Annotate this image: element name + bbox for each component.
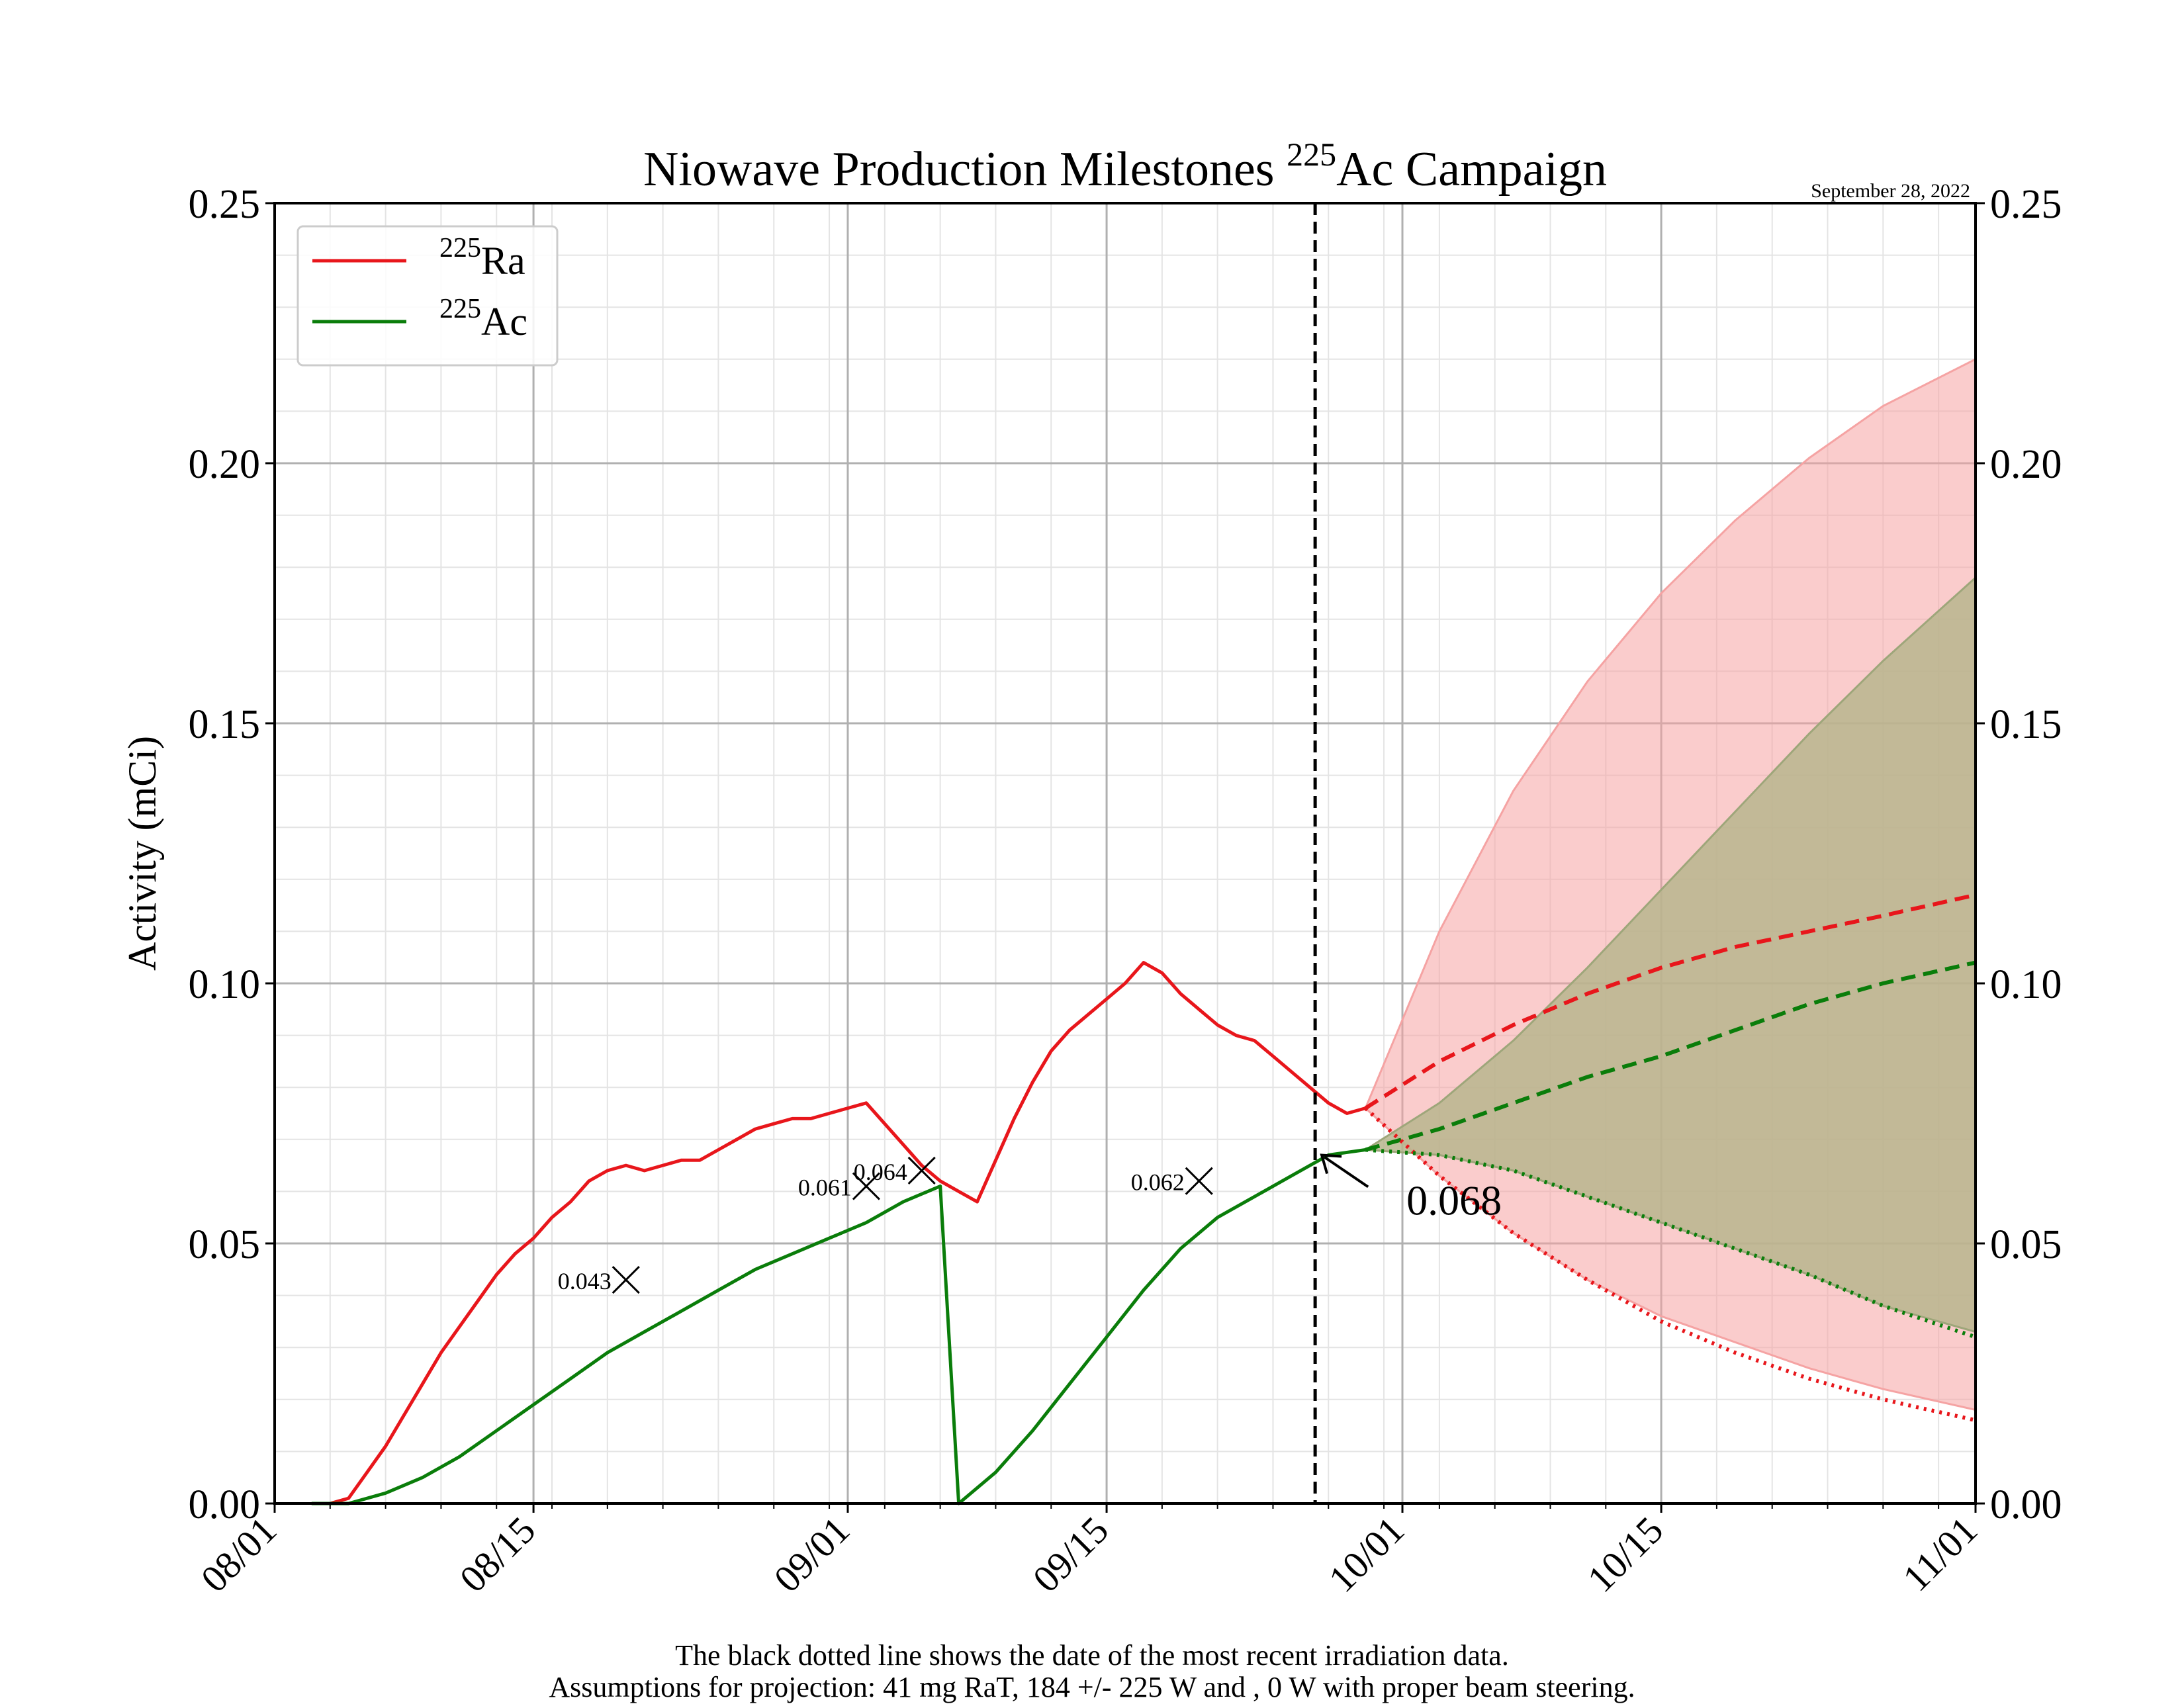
date-stamp: September 28, 2022 xyxy=(1811,180,1970,202)
milestone-marker xyxy=(852,1172,880,1200)
series-line-ra xyxy=(311,961,1366,1505)
milestone-marker xyxy=(1185,1167,1213,1195)
milestone-marker xyxy=(612,1265,640,1294)
y-tick-label-right: 0.25 xyxy=(1990,182,2062,227)
milestone-label: 0.064 xyxy=(854,1159,907,1185)
y-tick-label: 0.10 xyxy=(189,962,261,1007)
ac-projection-central xyxy=(1365,960,1976,1152)
y-tick-label-right: 0.05 xyxy=(1990,1222,2062,1267)
projection-bands xyxy=(1362,357,1977,1412)
legend-entry-ac: 225Ac xyxy=(439,294,527,343)
annotation-label: 0.068 xyxy=(1406,1177,1502,1224)
legend-sup: 225 xyxy=(439,233,481,263)
y-tick-label: 0.25 xyxy=(189,182,261,227)
chart-title: Niowave Production Milestones 225Ac Camp… xyxy=(643,136,1607,197)
y-tick-label: 0.05 xyxy=(189,1222,261,1267)
x-tick-label: 10/15 xyxy=(1579,1508,1671,1600)
series-lines xyxy=(311,203,1976,1505)
x-tick-label: 09/01 xyxy=(766,1508,858,1600)
y-tick-label-right: 0.00 xyxy=(1990,1482,2062,1527)
milestone-label: 0.062 xyxy=(1131,1169,1185,1196)
x-tick-label: 11/01 xyxy=(1894,1508,1985,1599)
y-tick-label: 0.00 xyxy=(189,1482,261,1527)
annotation-arrowhead xyxy=(1320,1153,1342,1175)
milestone-marker xyxy=(907,1156,936,1185)
legend-sup: 225 xyxy=(439,294,481,324)
x-tick-label: 08/15 xyxy=(451,1508,543,1600)
milestone-label: 0.043 xyxy=(558,1268,612,1294)
legend-name: Ac xyxy=(481,300,527,343)
series-line-ac xyxy=(311,1148,1366,1505)
chart-title-sup: 225 xyxy=(1287,136,1336,173)
plot-frame xyxy=(273,202,1977,1505)
y-tick-label: 0.15 xyxy=(189,702,261,747)
caption-line-1: The black dotted line shows the date of … xyxy=(675,1639,1509,1672)
legend-entry-ra: 225Ra xyxy=(439,233,525,283)
ra-projection-central xyxy=(1364,893,1976,1110)
chart-title-prefix: Niowave Production Milestones xyxy=(643,142,1287,197)
y-tick-label-right: 0.20 xyxy=(1990,442,2062,487)
x-tick-label: 10/01 xyxy=(1320,1508,1412,1600)
milestone-label: 0.061 xyxy=(798,1175,852,1201)
y-axis-label: Activity (mCi) xyxy=(120,736,164,971)
annotation-arrow xyxy=(1324,1155,1369,1188)
ac-projection-low xyxy=(1365,1147,1976,1339)
chart-title-suffix: Ac Campaign xyxy=(1336,142,1607,197)
ra-projection-low xyxy=(1364,1106,1976,1423)
y-tick-label-right: 0.10 xyxy=(1990,962,2062,1007)
y-tick-label: 0.20 xyxy=(189,442,261,487)
y-tick-label-right: 0.15 xyxy=(1990,702,2062,747)
x-tick-label: 09/15 xyxy=(1024,1508,1116,1600)
legend-name: Ra xyxy=(481,239,525,283)
